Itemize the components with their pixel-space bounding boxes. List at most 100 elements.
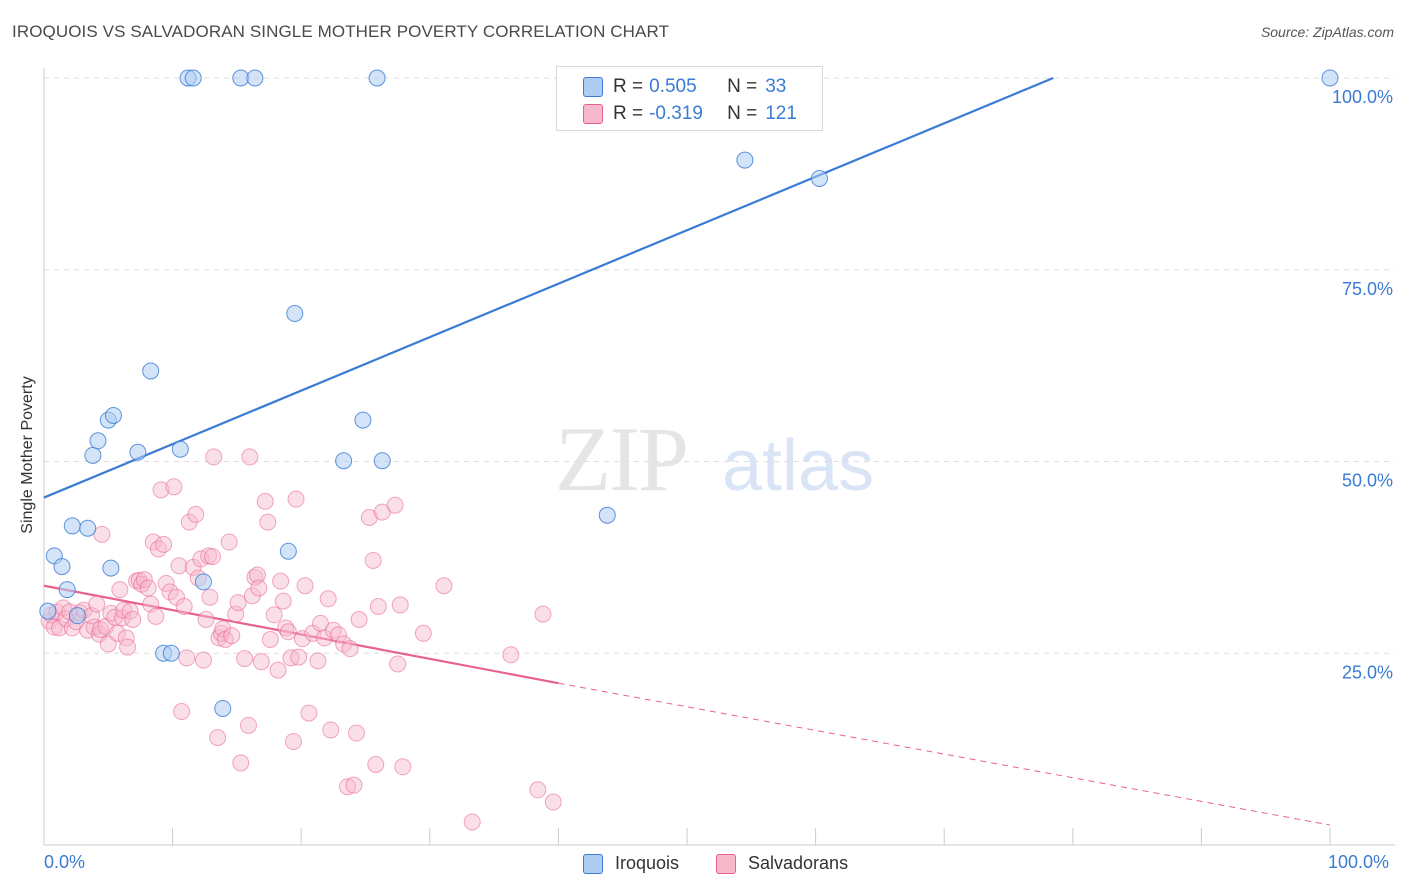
iroquois-point: [129, 443, 147, 461]
salvadorans-swatch: [583, 104, 603, 124]
salvadorans-point: [209, 729, 227, 747]
iroquois-n-label: N =: [727, 76, 758, 97]
salvadorans-point: [197, 611, 215, 629]
salvadorans-point: [201, 588, 219, 606]
iroquois-r-label: R =: [613, 76, 644, 97]
salvadorans-point: [360, 508, 378, 526]
salvadorans-point: [220, 533, 238, 551]
iroquois-point: [194, 573, 212, 591]
salvadorans-point: [170, 557, 188, 575]
salvadorans-point: [223, 627, 241, 645]
salvadorans-point: [232, 754, 250, 772]
salvadorans-trend-line: [43, 584, 559, 685]
salvadorans-point: [214, 620, 232, 638]
salvadorans-point: [155, 535, 173, 553]
salvadorans-point: [144, 533, 162, 551]
salvadorans-point: [157, 574, 175, 592]
salvadorans-point: [319, 590, 337, 608]
salvadorans-point: [111, 581, 129, 599]
salvadorans-point: [147, 607, 165, 625]
salvadorans-point: [324, 621, 342, 639]
iroquois-point: [368, 69, 386, 87]
salvadorans-r-label: R =: [613, 103, 644, 124]
salvadorans-point: [229, 594, 247, 612]
series-legend: Iroquois Salvadorans: [0, 851, 1406, 877]
y-tick-label: 75.0%: [1342, 279, 1393, 299]
salvadorans-trend-extension: [558, 682, 1331, 826]
salvadorans-point: [250, 579, 268, 597]
salvadorans-point: [265, 606, 283, 624]
iroquois-trend-line: [43, 76, 1054, 499]
iroquois-point: [232, 69, 250, 87]
iroquois-point: [79, 519, 97, 537]
salvadorans-point: [149, 540, 167, 558]
salvadorans-r-value: -0.319: [649, 103, 703, 124]
salvadorans-legend-swatch: [716, 853, 736, 874]
salvadorans-point: [135, 571, 153, 589]
y-tick-label: 100.0%: [1332, 87, 1393, 107]
salvadorans-point: [345, 776, 363, 794]
salvadorans-point: [261, 630, 279, 648]
iroquois-swatch: [583, 77, 603, 97]
salvadorans-point: [544, 793, 562, 811]
salvadorans-point: [391, 596, 409, 614]
salvadorans-point: [394, 758, 412, 776]
iroquois-n-value: 33: [765, 76, 787, 97]
salvadorans-point: [108, 624, 126, 642]
salvadorans-point: [534, 605, 552, 623]
salvadorans-point: [236, 650, 254, 668]
iroquois-point: [142, 362, 160, 380]
salvadorans-points: [40, 448, 562, 831]
gridlines: [44, 77, 1395, 654]
iroquois-points: [39, 69, 1339, 717]
y-tick-label: 25.0%: [1342, 662, 1393, 682]
salvadorans-n-label: N =: [727, 103, 758, 124]
svg-text:ZIP: ZIP: [555, 408, 687, 510]
salvadorans-point: [93, 525, 111, 543]
iroquois-point: [58, 581, 76, 599]
salvadorans-point: [350, 611, 368, 629]
salvadorans-point: [139, 579, 157, 597]
salvadorans-n-value: 121: [765, 103, 797, 124]
iroquois-point: [214, 699, 232, 717]
salvadorans-point: [309, 652, 327, 670]
iroquois-point: [354, 411, 372, 429]
salvadorans-point: [529, 781, 547, 799]
salvadorans-point: [300, 704, 318, 722]
salvadorans-point: [92, 620, 110, 638]
salvadorans-point: [210, 629, 228, 647]
iroquois-point: [736, 151, 754, 169]
legend-row-salvadorans: R = -0.319 N = 121: [583, 102, 797, 126]
salvadorans-point: [367, 755, 385, 773]
iroquois-point: [246, 69, 264, 87]
salvadorans-point: [256, 492, 274, 510]
salvadorans-point: [252, 653, 270, 671]
salvadorans-point: [369, 597, 387, 615]
salvadorans-point: [50, 619, 68, 637]
iroquois-point: [184, 69, 202, 87]
salvadorans-point: [119, 638, 137, 656]
iroquois-point: [162, 644, 180, 662]
y-tick-label: 50.0%: [1342, 471, 1393, 491]
iroquois-point: [598, 506, 616, 524]
salvadorans-point: [269, 661, 287, 679]
iroquois-point: [63, 517, 81, 535]
x-tick-label-max: 100.0%: [1328, 852, 1390, 872]
salvadorans-point: [124, 611, 142, 629]
salvadorans-point: [175, 597, 193, 615]
salvadorans-point: [194, 651, 212, 669]
salvadorans-point: [347, 724, 365, 742]
correlation-legend: R = 0.505 N = 33 R = -0.319 N = 121: [556, 66, 823, 131]
salvadorans-point: [239, 716, 257, 734]
salvadorans-point: [246, 568, 264, 586]
salvadorans-point: [386, 496, 404, 514]
iroquois-point: [1321, 69, 1339, 87]
iroquois-legend-label: Iroquois: [615, 853, 680, 873]
iroquois-point: [89, 432, 107, 450]
salvadorans-point: [341, 640, 359, 658]
salvadorans-point: [279, 623, 297, 641]
salvadorans-point: [287, 490, 305, 508]
legend-item-iroquois: Iroquois: [583, 853, 679, 874]
salvadorans-point: [293, 630, 311, 648]
salvadorans-point: [205, 448, 223, 466]
